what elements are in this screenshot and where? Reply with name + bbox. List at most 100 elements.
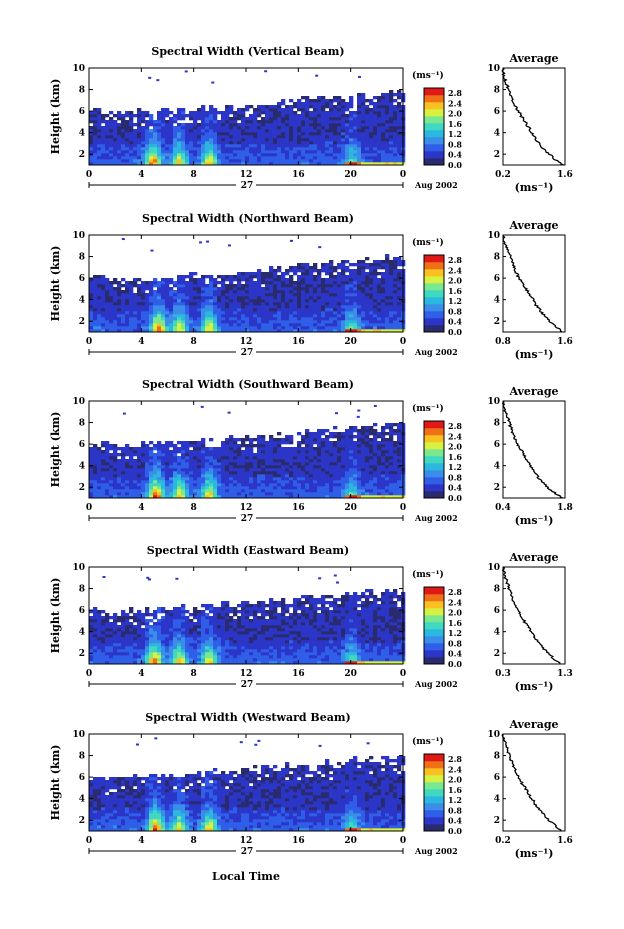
heatmap-cell (157, 156, 162, 160)
heatmap-cell (113, 114, 118, 118)
heatmap-cell (193, 441, 198, 445)
heatmap-cell (161, 453, 166, 457)
heatmap-cell (381, 263, 386, 267)
heatmap-cell (297, 293, 302, 297)
day-label: 27 (241, 514, 254, 524)
heatmap-cell (353, 287, 358, 291)
colorbar-tick-label: 0.4 (448, 317, 462, 327)
heatmap-cell (369, 284, 374, 288)
heatmap-cell (253, 317, 258, 321)
profile-y-tick-label: 10 (487, 231, 500, 241)
heatmap-cell (173, 317, 178, 321)
heatmap-cell (153, 326, 158, 330)
heatmap-cell (117, 311, 122, 315)
heatmap-cell (365, 296, 370, 300)
heatmap-cell (321, 450, 326, 454)
heatmap-cell (273, 462, 278, 466)
heatmap-cell (177, 129, 182, 133)
heatmap-cell (353, 141, 358, 145)
heatmap-cell (205, 159, 210, 163)
heatmap-cell (125, 138, 130, 142)
heatmap-cell (357, 105, 362, 109)
heatmap-cell (337, 275, 342, 279)
heatmap-cell (125, 471, 130, 475)
heatmap-cell (257, 114, 262, 118)
heatmap-cell (361, 299, 366, 303)
heatmap-cell (241, 459, 246, 463)
heatmap-cell (381, 156, 386, 160)
heatmap-cell (385, 426, 390, 430)
heatmap-cell (265, 311, 270, 315)
heatmap-cell (129, 147, 134, 151)
heatmap-cell (301, 144, 306, 148)
heatmap-cell (157, 111, 162, 115)
heatmap-cell (133, 296, 138, 300)
heatmap-cell (269, 117, 274, 121)
heatmap-cell (181, 326, 186, 330)
heatmap-cell (377, 153, 382, 157)
heatmap-cell (369, 281, 374, 285)
heatmap-cell (129, 465, 134, 469)
heatmap-cell (109, 162, 114, 165)
heatmap-cell (365, 99, 370, 103)
heatmap-cell (397, 308, 402, 312)
heatmap-cell (185, 462, 190, 466)
heatmap-cell (129, 495, 134, 498)
heatmap-cell (137, 462, 142, 466)
heatmap-cell (137, 123, 142, 127)
heatmap-cell (293, 156, 298, 160)
heatmap-cell (377, 138, 382, 142)
heatmap-cell (153, 465, 158, 469)
heatmap-cell (325, 483, 330, 487)
heatmap-cell (117, 305, 122, 309)
heatmap-cell (105, 129, 110, 133)
heatmap-cell (101, 468, 106, 472)
heatmap-cell (261, 483, 266, 487)
heatmap-cell (181, 314, 186, 318)
colorbar-tick-label: 2.0 (448, 276, 462, 286)
heatmap-cell (365, 453, 370, 457)
heatmap-cell (325, 320, 330, 324)
heatmap-cell (109, 147, 114, 151)
heatmap-cell (213, 129, 218, 133)
heatmap-cell (241, 465, 246, 469)
heatmap-cell (305, 153, 310, 157)
heatmap-cell (345, 141, 350, 145)
heatmap-cell (229, 159, 234, 163)
heatmap-cell (353, 111, 358, 115)
heatmap-cell (177, 456, 182, 460)
heatmap-cell (265, 281, 270, 285)
heatmap-cell (281, 281, 286, 285)
heatmap-cell (121, 132, 126, 136)
heatmap-cell (165, 299, 170, 303)
heatmap-cell (149, 489, 154, 493)
heatmap-cell (189, 129, 194, 133)
heatmap-cell (317, 278, 322, 282)
heatmap-cell (185, 141, 190, 145)
heatmap-cell (265, 299, 270, 303)
heatmap-speckle (318, 246, 322, 249)
heatmap-cell (349, 129, 354, 133)
heatmap-cell (265, 296, 270, 300)
heatmap-cell (225, 456, 230, 460)
heatmap-cell (233, 302, 238, 306)
heatmap-cell (277, 320, 282, 324)
heatmap-cell (97, 323, 102, 327)
heatmap-cell (369, 459, 374, 463)
heatmap-cell (353, 450, 358, 454)
heatmap-cell (289, 456, 294, 460)
heatmap-cell (245, 147, 250, 151)
heatmap-cell (97, 302, 102, 306)
heatmap-cell (105, 153, 110, 157)
heatmap-cell (185, 480, 190, 484)
heatmap-cell (373, 423, 378, 427)
heatmap-cell (337, 435, 342, 439)
heatmap-cell (201, 287, 206, 291)
heatmap-cell (93, 489, 98, 493)
heatmap-cell (377, 329, 382, 332)
heatmap-cell (353, 320, 358, 324)
heatmap-cell (397, 156, 402, 160)
heatmap-cell (321, 326, 326, 330)
heatmap-cell (333, 489, 338, 493)
heatmap-cell (129, 453, 134, 457)
